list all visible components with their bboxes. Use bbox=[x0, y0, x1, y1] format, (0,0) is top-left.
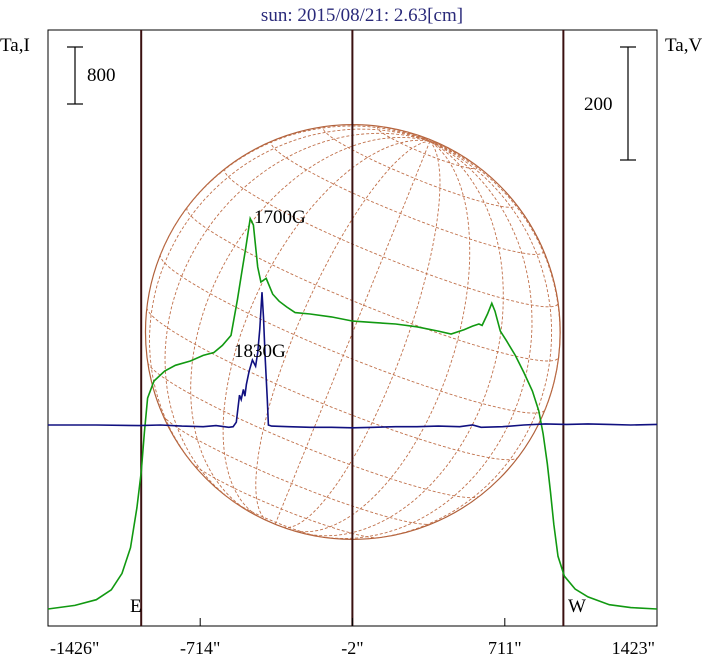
longitude-line bbox=[429, 140, 452, 150]
left-axis-label: Ta,I bbox=[0, 35, 30, 56]
longitude-line bbox=[164, 132, 431, 503]
longitude-line bbox=[429, 140, 501, 187]
longitude-line bbox=[190, 136, 431, 512]
longitude-line bbox=[429, 140, 561, 410]
latitude-line bbox=[224, 168, 559, 308]
series-ta-v-line bbox=[48, 292, 658, 429]
longitude-line bbox=[424, 137, 431, 142]
longitude-line bbox=[149, 128, 431, 471]
longitude-line bbox=[320, 140, 533, 539]
x-axis-ticks: -1426" -714" -2" 711" 1423" bbox=[47, 618, 658, 658]
longitude-line bbox=[282, 140, 441, 528]
longitude-line bbox=[160, 125, 431, 255]
longitude-line bbox=[429, 140, 436, 143]
longitude-line bbox=[429, 140, 441, 145]
latitude-line bbox=[162, 415, 432, 525]
longitude-line bbox=[367, 140, 553, 540]
latitude-line bbox=[186, 207, 559, 362]
right-scale-bar: 200 bbox=[584, 46, 636, 161]
longitude-line bbox=[274, 141, 431, 525]
longitude-line bbox=[290, 140, 471, 533]
series-ta-i-line bbox=[47, 215, 658, 610]
annotation-1830g: 1830G bbox=[234, 341, 286, 362]
chart-title: sun: 2015/08/21: 2.63[cm] bbox=[261, 5, 463, 26]
latitude-line bbox=[377, 126, 478, 170]
west-limb-label: W bbox=[568, 596, 586, 617]
east-limb-label: E bbox=[130, 596, 142, 617]
x-tick-label: -1426" bbox=[50, 638, 99, 658]
right-scale-label: 200 bbox=[584, 94, 613, 115]
longitude-line bbox=[348, 124, 431, 142]
latitude-line bbox=[270, 140, 544, 255]
x-tick-label: -714" bbox=[180, 638, 220, 658]
left-scale-bar: 800 bbox=[67, 46, 116, 105]
latitude-line bbox=[322, 125, 517, 208]
longitude-line bbox=[304, 140, 504, 537]
right-axis-label: Ta,V bbox=[665, 35, 702, 56]
solar-disk bbox=[144, 124, 561, 540]
longitude-line bbox=[255, 140, 430, 522]
annotation-1700g: 1700G bbox=[254, 207, 306, 228]
x-tick-label: 711" bbox=[488, 638, 522, 658]
x-tick-label: 1423" bbox=[612, 638, 655, 658]
x-tick-label: -2" bbox=[341, 638, 363, 658]
left-scale-label: 800 bbox=[87, 65, 116, 86]
longitude-line bbox=[222, 139, 430, 518]
limb-lines bbox=[140, 30, 565, 626]
